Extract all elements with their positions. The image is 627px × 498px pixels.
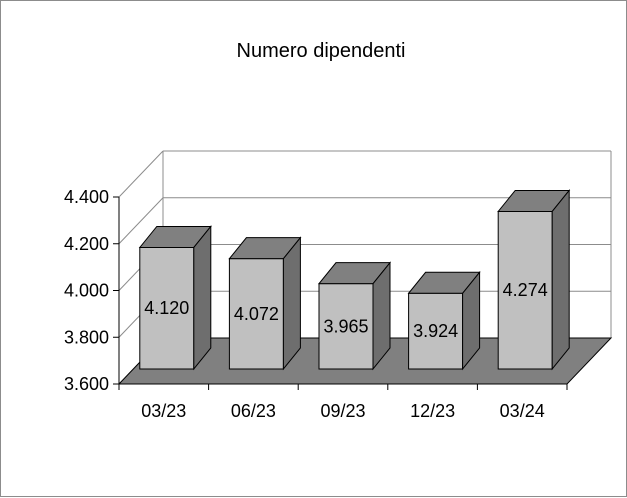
bar: 4.072	[228, 236, 302, 371]
bar-side	[551, 189, 570, 371]
x-tick-label: 03/23	[141, 401, 186, 421]
y-tick-label: 3.600	[64, 374, 109, 394]
y-axis: 3.600 3.800 4.000 4.200 4.400	[64, 187, 120, 394]
x-tick-label: 06/23	[231, 401, 276, 421]
bar: 4.120	[138, 225, 212, 371]
bar: 4.274	[497, 189, 571, 371]
gridline-side	[118, 197, 164, 245]
bar-front	[139, 246, 195, 370]
y-tick-label: 4.000	[64, 281, 109, 301]
data-label: 4.120	[144, 298, 189, 318]
bar: 3.924	[407, 270, 481, 371]
bar-front	[497, 210, 553, 370]
data-label: 3.965	[323, 316, 368, 336]
x-tick-label: 09/23	[320, 401, 365, 421]
data-label: 4.274	[503, 280, 548, 300]
x-tick-label: 03/24	[500, 401, 545, 421]
bar: 3.965	[317, 261, 392, 371]
gridline-side	[118, 150, 164, 198]
bar-series: 4.120 4.072 3.965 3.924 4.274	[138, 189, 571, 371]
x-axis: 03/23 06/23 09/23 12/23 03/24	[118, 383, 568, 421]
chart-title: Numero dipendenti	[237, 40, 406, 62]
bar-front	[228, 258, 284, 370]
bar-side	[372, 261, 391, 371]
y-tick-label: 4.400	[64, 187, 109, 207]
y-tick-label: 4.200	[64, 234, 109, 254]
bar-side	[462, 270, 481, 371]
bar-front	[408, 292, 464, 370]
bar-side	[193, 225, 212, 371]
y-tick-label: 3.800	[64, 327, 109, 347]
data-label: 4.072	[234, 304, 279, 324]
x-tick-label: 12/23	[410, 401, 455, 421]
data-label: 3.924	[413, 321, 458, 341]
bar-side	[282, 236, 301, 371]
